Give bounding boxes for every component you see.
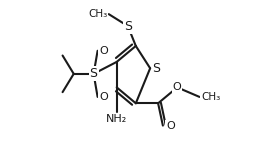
- Text: CH₃: CH₃: [88, 9, 107, 19]
- Text: O: O: [173, 82, 182, 92]
- Text: CH₃: CH₃: [201, 92, 220, 102]
- Text: S: S: [90, 67, 98, 80]
- Text: S: S: [153, 62, 160, 75]
- Text: O: O: [166, 121, 175, 131]
- Text: O: O: [99, 92, 108, 102]
- Text: O: O: [99, 46, 108, 56]
- Text: NH₂: NH₂: [106, 114, 127, 124]
- Text: S: S: [124, 20, 132, 33]
